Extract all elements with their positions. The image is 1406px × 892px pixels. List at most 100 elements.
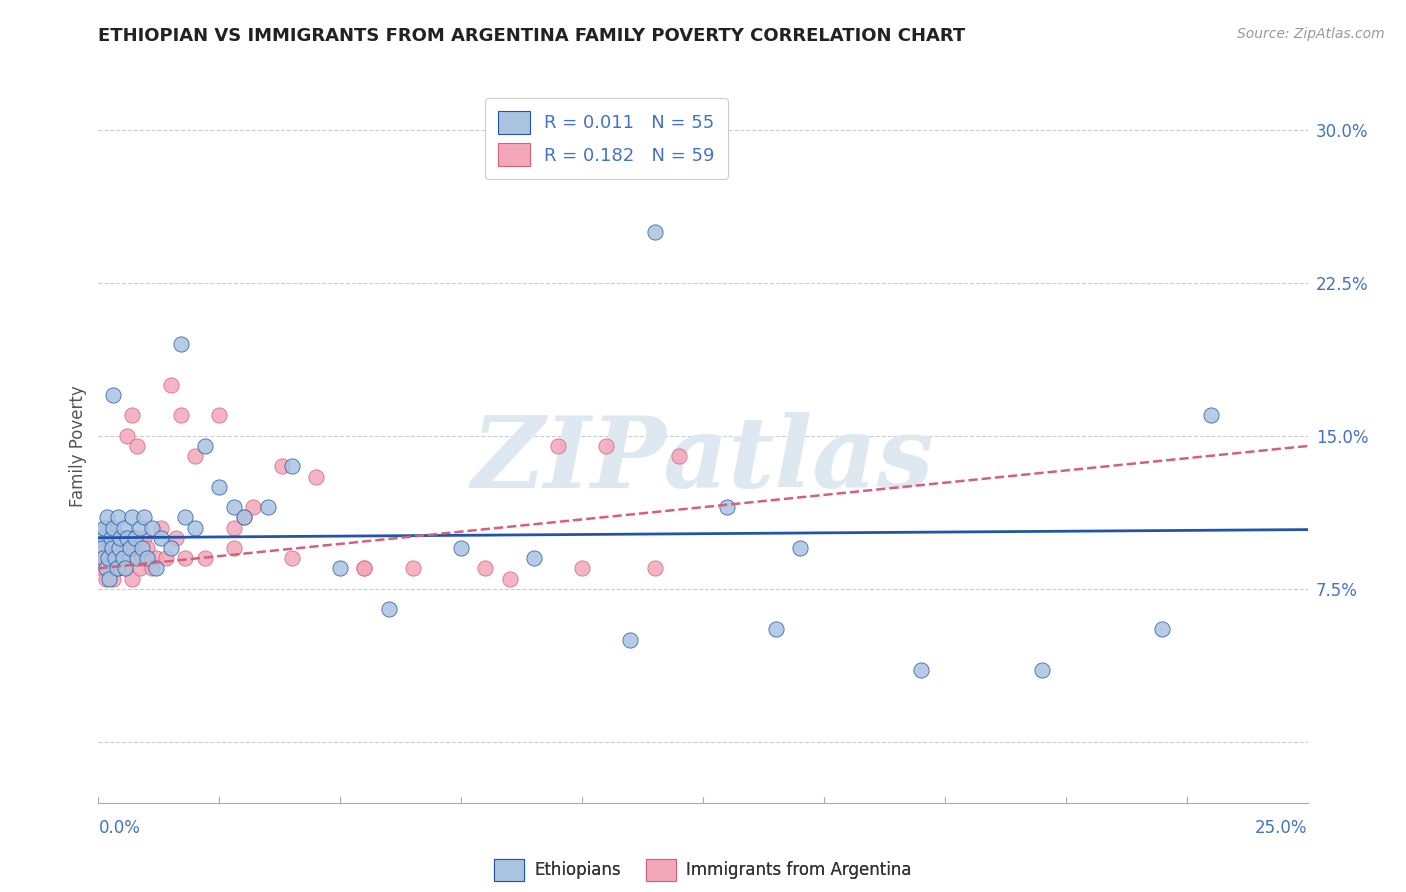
Point xyxy=(222,541,245,555)
Point xyxy=(127,541,149,555)
Point xyxy=(644,561,666,575)
Point xyxy=(96,520,118,534)
Point xyxy=(232,510,254,524)
Point xyxy=(105,531,128,545)
Point xyxy=(101,520,124,534)
Y-axis label: Family Poverty: Family Poverty xyxy=(69,385,87,507)
Point xyxy=(117,429,139,443)
Point xyxy=(619,632,641,647)
Point xyxy=(98,572,121,586)
Point xyxy=(107,541,129,555)
Point xyxy=(184,520,207,534)
Point xyxy=(353,561,375,575)
Point xyxy=(112,520,135,534)
Point xyxy=(281,551,304,566)
Point xyxy=(644,225,666,239)
Point xyxy=(118,541,141,555)
Point xyxy=(194,439,217,453)
Point xyxy=(127,439,149,453)
Point xyxy=(91,561,114,575)
Point xyxy=(174,510,197,524)
Point xyxy=(104,541,127,555)
Text: ETHIOPIAN VS IMMIGRANTS FROM ARGENTINA FAMILY POVERTY CORRELATION CHART: ETHIOPIAN VS IMMIGRANTS FROM ARGENTINA F… xyxy=(98,27,966,45)
Point xyxy=(97,551,120,566)
Point xyxy=(117,551,139,566)
Point xyxy=(128,561,150,575)
Point xyxy=(121,510,143,524)
Point xyxy=(91,541,114,555)
Text: ZIPatlas: ZIPatlas xyxy=(472,412,934,508)
Point xyxy=(135,551,157,566)
Point xyxy=(127,551,149,566)
Point xyxy=(208,480,231,494)
Point xyxy=(107,551,129,566)
Point xyxy=(208,409,231,423)
Point xyxy=(105,561,128,575)
Point xyxy=(222,520,245,534)
Point xyxy=(131,541,153,555)
Point xyxy=(121,409,143,423)
Point xyxy=(93,541,115,555)
Point xyxy=(169,409,191,423)
Point xyxy=(169,337,191,351)
Point xyxy=(94,572,117,586)
Point xyxy=(101,572,124,586)
Point xyxy=(121,572,143,586)
Point xyxy=(150,531,173,545)
Point xyxy=(595,439,617,453)
Point xyxy=(141,561,163,575)
Point xyxy=(160,541,183,555)
Point xyxy=(101,388,124,402)
Point xyxy=(107,561,129,575)
Point xyxy=(150,520,173,534)
Point xyxy=(242,500,264,515)
Text: 0.0%: 0.0% xyxy=(98,819,141,837)
Point xyxy=(103,551,125,566)
Point xyxy=(98,561,121,575)
Point xyxy=(117,531,139,545)
Text: 25.0%: 25.0% xyxy=(1256,819,1308,837)
Point xyxy=(194,551,217,566)
Point xyxy=(256,500,278,515)
Point xyxy=(402,561,425,575)
Point xyxy=(377,602,399,616)
Point xyxy=(184,449,207,463)
Point xyxy=(329,561,352,575)
Point xyxy=(124,531,146,545)
Point xyxy=(118,541,141,555)
Text: Source: ZipAtlas.com: Source: ZipAtlas.com xyxy=(1237,27,1385,41)
Point xyxy=(353,561,375,575)
Point xyxy=(96,510,118,524)
Point xyxy=(222,500,245,515)
Point xyxy=(1199,409,1222,423)
Point xyxy=(789,541,811,555)
Point xyxy=(131,551,153,566)
Point xyxy=(90,531,112,545)
Point xyxy=(498,572,520,586)
Point xyxy=(114,561,136,575)
Point xyxy=(91,551,114,566)
Point xyxy=(94,561,117,575)
Point xyxy=(100,531,122,545)
Point xyxy=(1031,663,1053,677)
Point xyxy=(97,551,120,566)
Point xyxy=(145,561,167,575)
Point xyxy=(114,561,136,575)
Point xyxy=(716,500,738,515)
Point xyxy=(165,531,187,545)
Point xyxy=(174,551,197,566)
Point xyxy=(145,551,167,566)
Point xyxy=(104,551,127,566)
Point xyxy=(547,439,569,453)
Point xyxy=(450,541,472,555)
Legend: Ethiopians, Immigrants from Argentina: Ethiopians, Immigrants from Argentina xyxy=(488,853,918,888)
Point xyxy=(160,377,183,392)
Point xyxy=(474,561,496,575)
Point xyxy=(111,551,134,566)
Point xyxy=(305,469,328,483)
Point xyxy=(101,541,124,555)
Point xyxy=(134,531,156,545)
Point xyxy=(128,520,150,534)
Point xyxy=(910,663,932,677)
Point xyxy=(668,449,690,463)
